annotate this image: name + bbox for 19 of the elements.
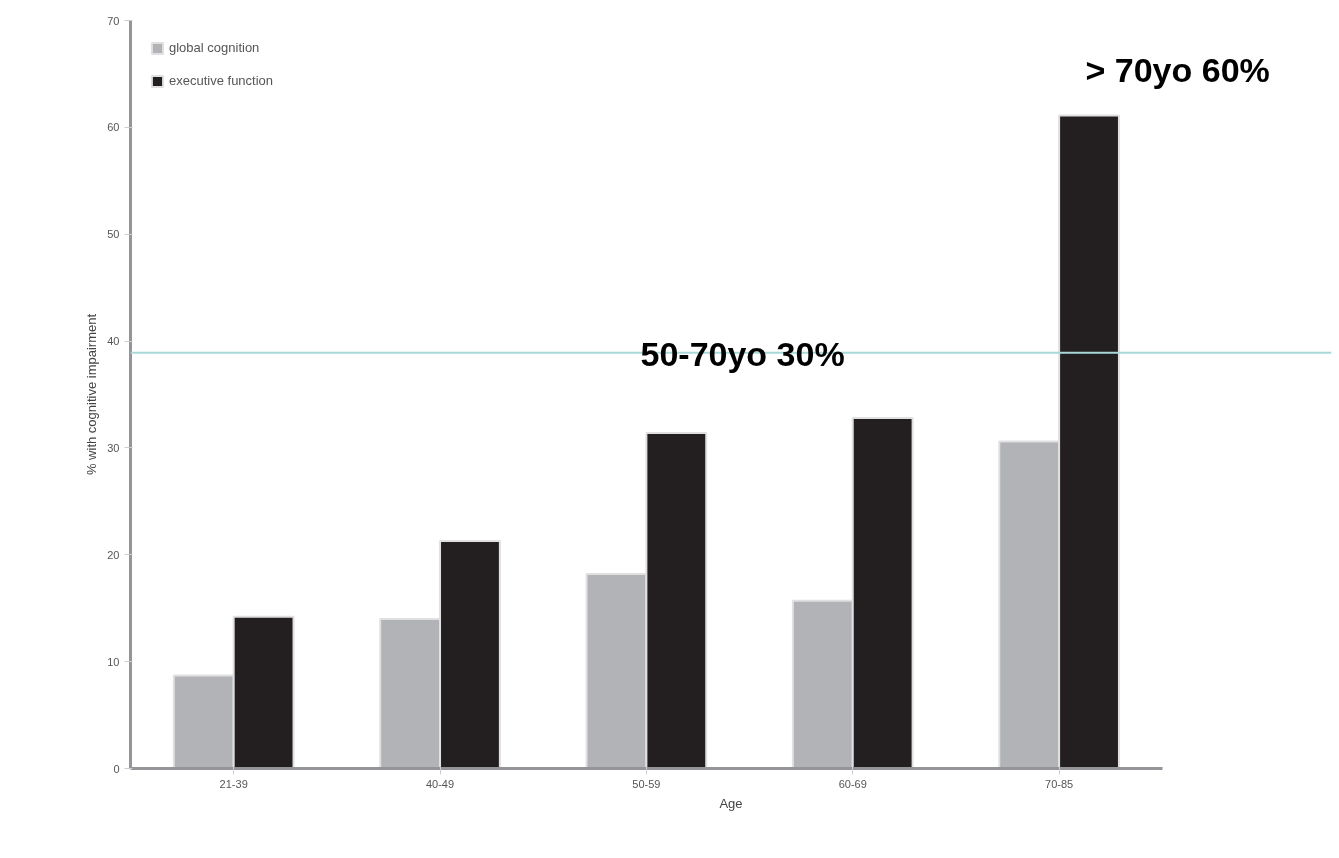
annotation: > 70yo 60% [1085, 50, 1270, 89]
y-tick-label: 50 [107, 228, 120, 241]
y-tick-label: 0 [113, 762, 120, 775]
y-tick-label: 30 [107, 441, 120, 454]
x-tick-label: 21-39 [219, 777, 248, 790]
x-axis-title: Age [719, 795, 743, 811]
x-tick-label: 40-49 [425, 777, 455, 790]
y-axis-title: % with cognitive impairment [84, 313, 100, 476]
y-tick-label: 70 [107, 14, 120, 27]
x-tick-label: 60-69 [838, 777, 867, 790]
y-tick-label: 20 [107, 548, 120, 561]
annotation: 50-70yo 30% [640, 334, 845, 373]
y-tick-label: 10 [107, 655, 120, 668]
x-tick-label: 70-85 [1045, 777, 1074, 790]
legend-label: global cognition [169, 40, 260, 55]
y-tick-label: 60 [107, 121, 120, 134]
legend-label: executive function [169, 73, 274, 88]
x-tick-label: 50-59 [632, 777, 661, 790]
y-tick-label: 40 [107, 335, 120, 348]
